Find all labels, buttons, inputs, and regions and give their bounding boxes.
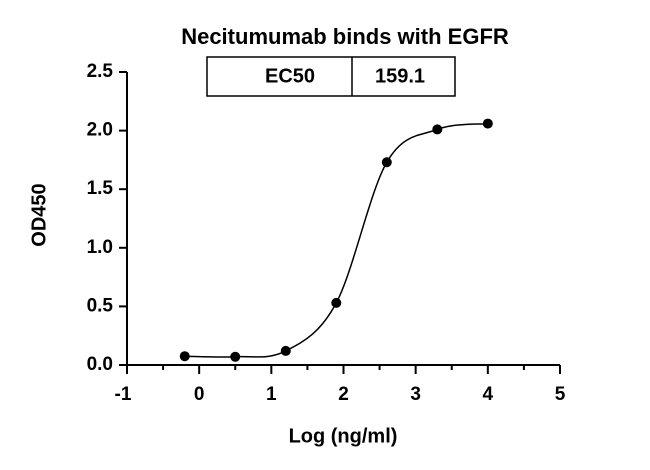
data-point: [280, 345, 291, 356]
data-point: [381, 157, 392, 168]
x-tick-label: 1: [266, 384, 277, 405]
x-tick-label: 0: [194, 384, 205, 405]
x-tick-label: 4: [483, 384, 494, 405]
y-axis-label: OD450: [28, 183, 50, 246]
ec50-label: EC50: [265, 65, 315, 87]
y-tick-label: 2.5: [87, 61, 114, 82]
x-axis-label: Log (ng/ml): [289, 425, 398, 447]
y-tick-label: 2.0: [87, 120, 113, 141]
ec50-box: EC50 159.1: [206, 56, 456, 97]
x-tick-label: 2: [338, 384, 349, 405]
y-tick-label: 0.5: [87, 295, 114, 316]
data-point: [230, 351, 241, 362]
fit-curve: [184, 122, 488, 358]
data-point: [482, 118, 493, 129]
data-point: [432, 124, 443, 135]
x-tick-label: 3: [410, 384, 421, 405]
y-tick-label: 1.0: [87, 237, 113, 258]
y-tick-label: 0.0: [87, 354, 113, 375]
ec50-frame: [206, 56, 456, 97]
data-point: [331, 297, 342, 308]
data-point: [179, 351, 190, 362]
chart-title: Necitumumab binds with EGFR: [181, 24, 509, 49]
x-tick-label: -1: [115, 384, 132, 405]
y-tick-label: 1.5: [87, 178, 114, 199]
ec50-value: 159.1: [375, 65, 425, 87]
x-tick-label: 5: [555, 384, 566, 405]
